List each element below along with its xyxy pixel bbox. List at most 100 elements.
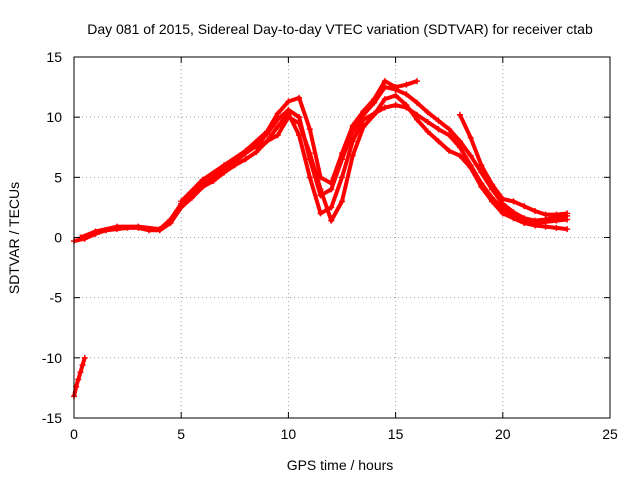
data-point	[435, 138, 442, 145]
series-trace	[79, 85, 568, 240]
series-trace	[255, 93, 568, 232]
data-point	[306, 126, 313, 133]
data-point	[339, 174, 345, 181]
data-point	[349, 122, 356, 129]
data-point	[424, 128, 431, 135]
data-point	[253, 144, 260, 151]
data-point	[296, 132, 303, 139]
data-point	[531, 208, 538, 215]
data-point	[328, 204, 335, 211]
data-point	[274, 132, 281, 139]
data-point	[296, 114, 303, 121]
data-point	[339, 198, 345, 205]
data-point	[510, 198, 517, 205]
data-point	[446, 126, 453, 133]
y-tick-label: -15	[42, 410, 62, 426]
data-series	[178, 78, 421, 205]
data-point	[328, 180, 335, 187]
data-point	[178, 198, 185, 205]
x-tick-label: 15	[388, 426, 404, 442]
data-point	[349, 152, 356, 159]
x-tick-label: 20	[495, 426, 511, 442]
data-point	[360, 108, 367, 115]
data-point	[414, 78, 421, 85]
data-point	[542, 211, 549, 218]
data-point	[521, 220, 528, 227]
data-point	[75, 376, 82, 383]
data-series	[77, 84, 571, 241]
data-point	[392, 92, 399, 99]
x-tick-label: 10	[281, 426, 297, 442]
y-tick-label: 10	[46, 109, 62, 125]
data-point	[564, 210, 571, 217]
y-tick-label: 15	[46, 49, 62, 65]
data-point	[156, 226, 163, 233]
data-point	[79, 362, 86, 369]
data-point	[210, 174, 217, 181]
data-point	[531, 222, 538, 229]
data-point	[381, 104, 388, 111]
data-point	[478, 162, 485, 169]
data-point	[435, 126, 442, 133]
data-point	[328, 186, 335, 193]
data-point	[456, 111, 463, 118]
data-point	[414, 116, 421, 123]
data-point	[510, 215, 517, 222]
data-point	[199, 176, 206, 183]
data-point	[392, 84, 399, 91]
data-point	[274, 123, 281, 130]
data-point	[403, 81, 410, 88]
data-point	[135, 223, 142, 230]
data-series	[253, 92, 571, 233]
data-point	[499, 195, 506, 202]
data-point	[478, 183, 485, 190]
data-point	[424, 118, 431, 125]
data-point	[167, 216, 174, 223]
data-point	[285, 98, 292, 105]
data-point	[424, 109, 431, 116]
data-point	[467, 134, 474, 141]
data-point	[456, 152, 463, 159]
data-series	[456, 111, 571, 218]
data-point	[403, 102, 410, 109]
data-point	[371, 96, 378, 103]
data-point	[489, 181, 496, 188]
x-tick-label: 25	[602, 426, 618, 442]
data-point	[392, 102, 399, 109]
chart-title: Day 081 of 2015, Sidereal Day-to-day VTE…	[87, 21, 593, 37]
y-tick-label: -10	[42, 350, 62, 366]
axis-ticks: 0 5 10 15 20 25 -15 -10 -5 0 5 10 15	[42, 49, 618, 442]
data-point	[446, 147, 453, 154]
data-point	[296, 120, 303, 127]
data-point	[564, 226, 571, 233]
data-point	[285, 114, 292, 121]
y-tick-label: 0	[54, 230, 62, 246]
data-point	[296, 94, 303, 101]
data-point	[521, 203, 528, 210]
data-point	[435, 117, 442, 124]
data-point	[553, 224, 560, 231]
grid-lines	[74, 57, 610, 418]
data-point	[328, 217, 335, 224]
data-point	[306, 150, 313, 157]
y-tick-label: 5	[54, 169, 62, 185]
data-point	[306, 174, 313, 181]
data-series	[71, 354, 88, 400]
data-point	[274, 110, 281, 117]
data-point	[81, 354, 88, 361]
data-point	[403, 91, 410, 98]
data-point	[317, 210, 324, 217]
data-point	[499, 210, 506, 217]
data-point	[553, 211, 560, 218]
data-point	[371, 111, 378, 118]
data-point	[285, 106, 292, 113]
data-point	[542, 223, 549, 230]
data-points	[71, 78, 571, 400]
data-point	[489, 198, 496, 205]
data-point	[456, 138, 463, 145]
y-axis-label: SDTVAR / TECUs	[6, 182, 22, 294]
y-tick-label: -5	[50, 290, 63, 306]
data-point	[446, 132, 453, 139]
data-point	[77, 369, 84, 376]
